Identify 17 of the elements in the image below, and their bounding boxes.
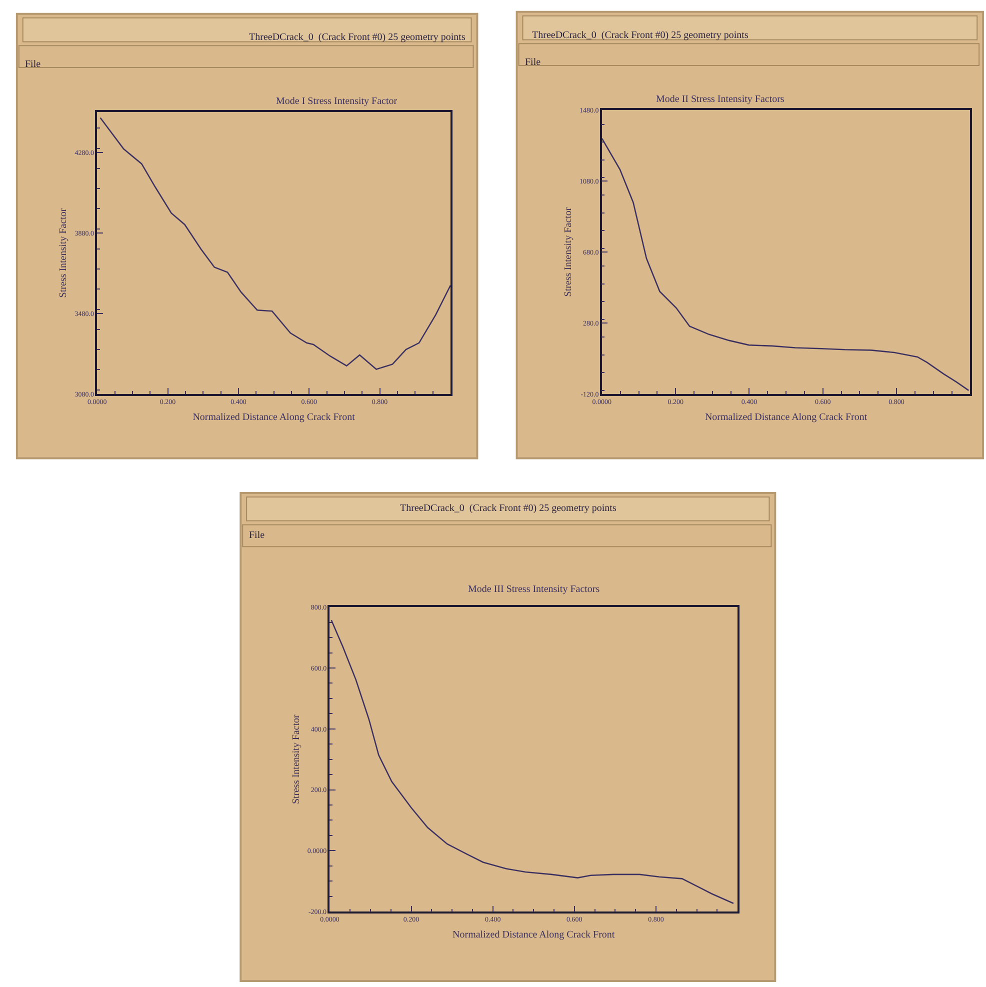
- y-axis-title: Stress Intensity Factor: [563, 206, 574, 297]
- line-series: [602, 138, 970, 392]
- x-axis-title: Normalized Distance Along Crack Front: [452, 930, 615, 941]
- text: File: [249, 530, 266, 541]
- text: ThreeDCrack_0 (Crack Front #0) 25 geometry points: [249, 32, 466, 43]
- y-axis-title: Stress Intensity Factor: [290, 714, 302, 804]
- line-series: [100, 117, 450, 370]
- y-axis-title: Stress Intensity Factor: [58, 208, 70, 298]
- text: ThreeDCrack_0 (Crack Front #0) 25 geometry points: [532, 30, 748, 41]
- text: ThreeDCrack_0 (Crack Front #0) 25 geometry points: [400, 503, 616, 514]
- chart-title: Mode I Stress Intensity Factor: [276, 96, 398, 107]
- chart-title: Mode III Stress Intensity Factors: [468, 584, 600, 595]
- chart-title: Mode II Stress Intensity Factors: [656, 94, 784, 105]
- text: File: [525, 57, 542, 68]
- text: File: [25, 59, 42, 70]
- x-axis-title: Normalized Distance Along Crack Front: [704, 412, 868, 423]
- x-axis-title: Normalized Distance Along Crack Front: [192, 412, 356, 423]
